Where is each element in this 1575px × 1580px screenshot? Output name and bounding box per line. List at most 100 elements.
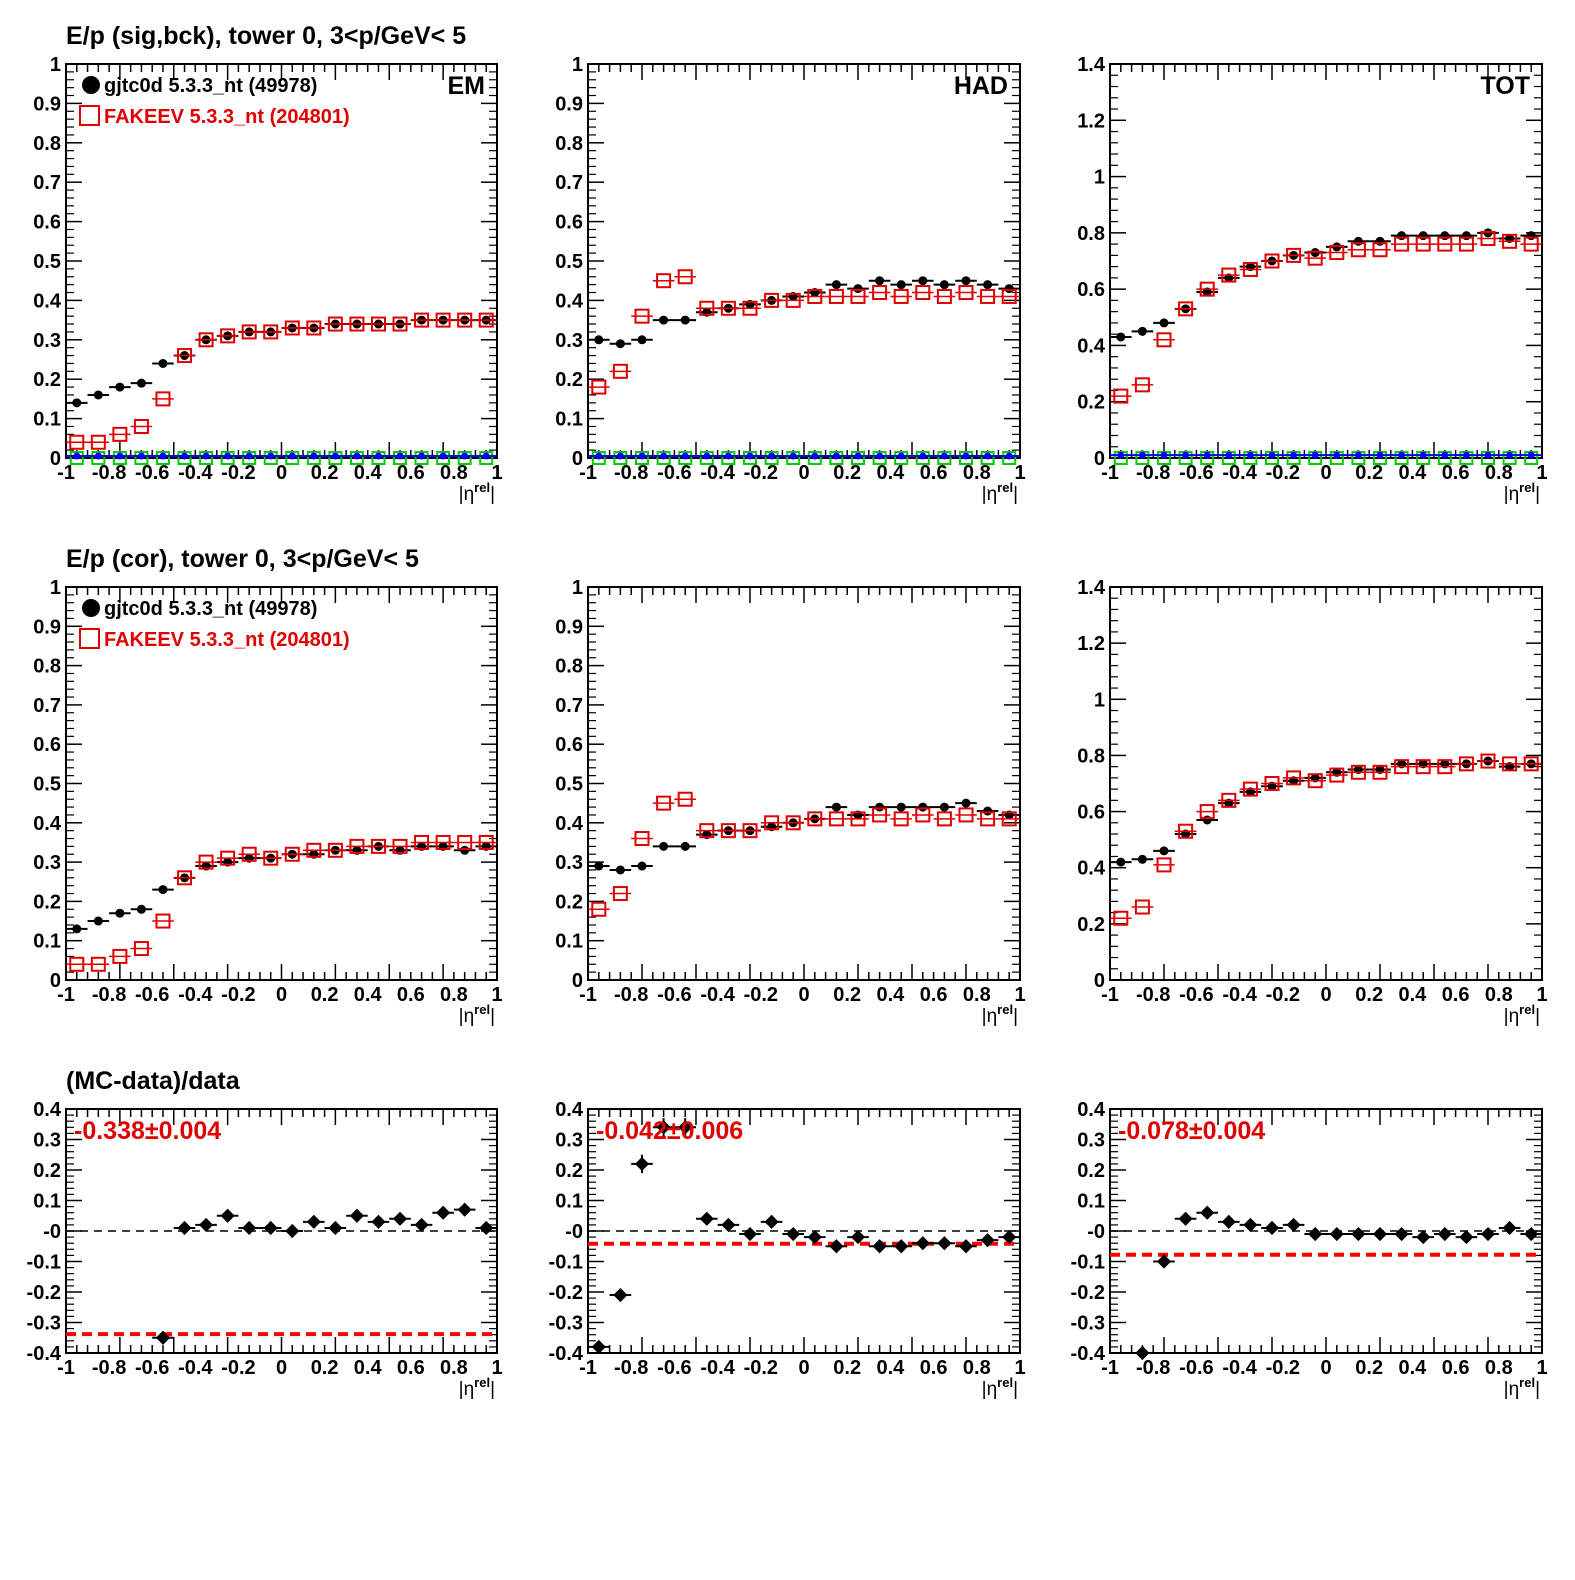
data-marker (961, 276, 971, 286)
y-tick-label: 0.2 (1077, 914, 1105, 936)
ratio-marker (742, 1226, 758, 1242)
mc-marker (1415, 236, 1431, 252)
ratio-marker (1221, 1214, 1236, 1229)
panel-em-cor: -1 -0.8 -0.6 -0.4 -0.2 0 0.2 0.4 0.6 0.8 1|ηrel|00… (33, 577, 502, 1027)
data-marker (637, 335, 647, 345)
mc-marker (1480, 753, 1496, 769)
mc-marker (306, 320, 322, 336)
bkg-data-marker (94, 452, 102, 460)
panel-tag-had: HAD (954, 72, 1008, 100)
y-tick-label: 1 (50, 54, 61, 76)
y-tick-label: 0.2 (33, 1160, 61, 1182)
ratio-marker (915, 1236, 930, 1251)
bkg-mc-marker (937, 451, 952, 465)
plot-frame (587, 63, 1021, 459)
bkg-mc-marker (721, 451, 736, 465)
ratio-marker (436, 1205, 451, 1220)
y-tick-label: 0.2 (555, 369, 583, 391)
bkg-data-marker (1160, 451, 1168, 459)
bkg-mc-marker (414, 451, 429, 465)
mc-marker (1264, 776, 1280, 791)
x-tick-label: 0.8 (963, 984, 991, 1006)
mc-marker (893, 288, 909, 304)
data-marker (136, 904, 146, 914)
x-tick-label: 0.2 (833, 462, 861, 484)
x-tick-label: -0.4 (178, 462, 213, 484)
x-axis-label: |ηrel| (459, 1002, 495, 1027)
mc-marker (1329, 767, 1345, 783)
ratio-marker (591, 1339, 606, 1354)
data-marker (1397, 231, 1407, 241)
bkg-data-marker (616, 452, 624, 460)
data-marker (896, 280, 906, 290)
x-tick-label: -0.4 (1222, 1357, 1257, 1379)
bkg-mc-marker (112, 451, 127, 465)
legend-data-marker (82, 599, 100, 617)
y-tick-label: 0.6 (1077, 802, 1105, 824)
x-tick-label: 1 (1014, 1357, 1025, 1379)
mc-marker (764, 815, 780, 831)
bkg-mc-marker (635, 451, 649, 465)
data-marker (1202, 815, 1212, 825)
mc-marker (958, 807, 974, 823)
bkg-data-marker (1506, 451, 1514, 459)
bkg-data-marker (245, 452, 253, 460)
bkg-mc-marker (915, 451, 930, 465)
data-marker (680, 315, 690, 325)
panel-tot-cor: -1 -0.8 -0.6 -0.4 -0.2 0 0.2 0.4 0.6 0.8 1|ηrel|00… (1077, 577, 1547, 1027)
x-tick-label: 0.8 (963, 462, 991, 484)
bkg-data-marker (267, 452, 275, 460)
y-tick-label: 0 (572, 970, 583, 992)
ratio-marker (199, 1217, 214, 1232)
y-tick-label: 0.3 (555, 330, 583, 352)
y-tick-label: 1 (50, 577, 61, 599)
mc-marker (742, 300, 758, 316)
bkg-data-marker (396, 452, 404, 460)
bkg-data-marker (461, 452, 469, 460)
ratio-marker (1308, 1226, 1323, 1242)
data-marker (1137, 854, 1147, 864)
x-tick-label: -0.4 (700, 1357, 735, 1379)
data-marker (896, 802, 906, 812)
y-tick-label: 0.1 (555, 409, 583, 431)
data-marker (594, 861, 604, 871)
mc-marker (1242, 781, 1258, 797)
mc-marker (392, 316, 408, 332)
y-tick-label: 0.5 (555, 774, 583, 796)
y-tick-label: 0 (572, 448, 583, 470)
mc-marker (828, 811, 844, 827)
x-tick-label: -0.6 (657, 1357, 691, 1379)
bkg-data-marker (137, 452, 145, 460)
ratio-marker (457, 1202, 472, 1217)
mc-marker (1113, 910, 1129, 926)
y-tick-label: -0.1 (27, 1252, 61, 1274)
bkg-mc-marker (436, 451, 451, 465)
mc-marker (370, 838, 386, 854)
y-tick-label: 0.8 (1077, 745, 1105, 767)
bkg-data-marker (1333, 451, 1341, 459)
mc-marker (392, 838, 408, 854)
ratio-marker (177, 1220, 192, 1236)
mc-marker (1458, 236, 1474, 252)
mc-marker (327, 842, 343, 858)
data-marker (831, 802, 841, 812)
panels: -1 -0.8 -0.6 -0.4 -0.2 0 0.2 0.4 0.6 0.8 1|ηrel|00… (27, 54, 1548, 1400)
ratio-marker (1264, 1220, 1280, 1236)
y-tick-label: -0.3 (549, 1313, 583, 1335)
y-tick-label: 0.2 (33, 891, 61, 913)
bkg-data-marker (1225, 451, 1233, 459)
y-tick-label: -0.2 (549, 1282, 583, 1304)
mc-marker (155, 391, 171, 407)
x-tick-label: 0.8 (1485, 1357, 1513, 1379)
x-tick-label: -0.4 (1222, 984, 1257, 1006)
x-tick-label: 0.4 (876, 462, 905, 484)
x-axis-label: |ηrel| (1504, 1002, 1540, 1027)
ratio-marker (613, 1287, 628, 1303)
panel-em-ratio: -1 -0.8 -0.6 -0.4 -0.2 0 0.2 0.4 0.6 0.8 1|ηrel| -0… (27, 1099, 503, 1400)
bkg-mc-marker (91, 451, 106, 465)
mc-marker (133, 418, 149, 434)
ratio-marker (894, 1239, 909, 1254)
data-marker (961, 798, 971, 808)
bkg-mc-marker (457, 451, 472, 465)
